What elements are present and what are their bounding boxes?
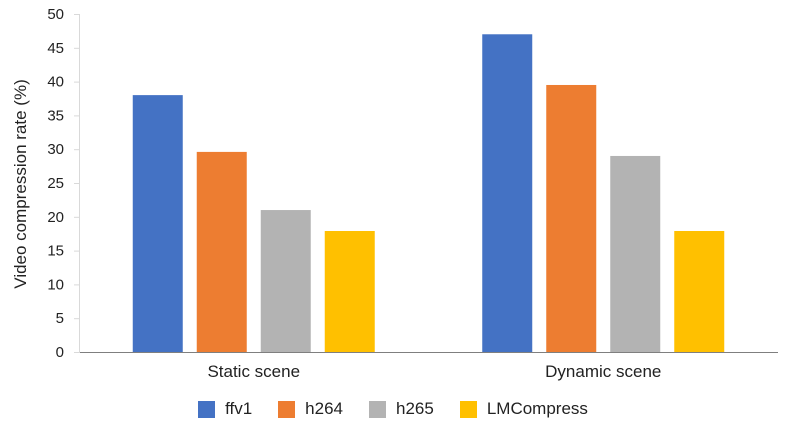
- legend-swatch: [369, 400, 386, 418]
- y-tick-label: 35: [47, 107, 64, 124]
- bar-h264-dynamic-scene: [546, 84, 597, 352]
- y-tick-label: 50: [47, 6, 64, 23]
- legend-item-h265: h265: [369, 399, 434, 419]
- y-tick-label: 25: [47, 175, 64, 192]
- x-category-label: Dynamic scene: [545, 362, 661, 381]
- bar-chart: Video compression rate (%) 0 5 10 15 20 25 30 3…: [11, 6, 778, 381]
- legend-label: h265: [396, 399, 434, 418]
- bars: [132, 34, 725, 353]
- y-tick-label: 5: [56, 310, 64, 327]
- legend-label: h264: [305, 399, 343, 418]
- category-labels: Static scene Dynamic scene: [207, 362, 661, 381]
- bar-ffv1-static-scene: [132, 95, 183, 353]
- bar-lmcompress-dynamic-scene: [674, 230, 725, 352]
- legend-item-lmcompress: LMCompress: [459, 399, 588, 419]
- y-tick-label: 20: [47, 209, 64, 226]
- bar-lmcompress-static-scene: [324, 230, 375, 352]
- y-tick-label: 10: [47, 276, 64, 293]
- legend-item-h264: h264: [278, 399, 343, 419]
- y-tick-label: 0: [56, 344, 64, 361]
- legend-item-ffv1: ffv1: [198, 399, 252, 419]
- y-tick-label: 30: [47, 141, 64, 158]
- y-tick-label: 45: [47, 40, 64, 57]
- legend-swatch: [198, 400, 216, 418]
- legend-swatch: [278, 400, 296, 418]
- legend-swatch: [459, 400, 477, 418]
- legend-label: ffv1: [225, 399, 253, 418]
- bar-ffv1-dynamic-scene: [482, 34, 533, 352]
- y-axis-title: Video compression rate (%): [11, 79, 30, 288]
- legend: ffv1 h264 h265 LMCompress: [0, 396, 786, 422]
- y-tick-label: 15: [47, 243, 64, 260]
- bar-h265-dynamic-scene: [610, 155, 661, 352]
- y-axis-ticks: 0 5 10 15 20 25 30 35 40 45 50: [47, 6, 79, 361]
- y-tick-label: 40: [47, 74, 64, 91]
- bar-h264-static-scene: [196, 151, 247, 352]
- legend-label: LMCompress: [486, 399, 588, 418]
- bar-h265-static-scene: [260, 210, 311, 352]
- x-category-label: Static scene: [207, 362, 300, 381]
